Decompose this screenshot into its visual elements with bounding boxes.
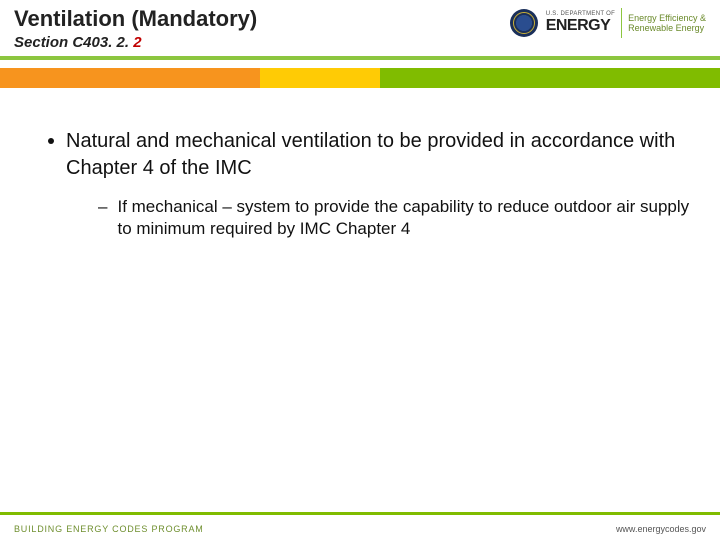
bullet-level1: Natural and mechanical ventilation to be… — [30, 128, 690, 182]
slide-footer: BUILDING ENERGY CODES PROGRAM www.energy… — [0, 512, 720, 540]
doe-logo-block: U.S. DEPARTMENT OF ENERGY Energy Efficie… — [510, 8, 706, 38]
section-prefix: Section C403. 2. — [14, 34, 133, 51]
accent-bar-orange — [0, 68, 260, 88]
footer-divider — [0, 512, 720, 515]
bullet-level2-text: If mechanical – system to provide the ca… — [117, 196, 690, 240]
doe-wordmark: U.S. DEPARTMENT OF ENERGY Energy Efficie… — [546, 8, 706, 38]
bullet-dot-icon — [48, 138, 54, 144]
doe-text-stack: U.S. DEPARTMENT OF ENERGY — [546, 11, 615, 35]
bullet-level2: – If mechanical – system to provide the … — [98, 196, 690, 240]
eere-divider — [621, 8, 622, 38]
slide-body: Natural and mechanical ventilation to be… — [0, 88, 720, 240]
accent-bar-gold — [260, 68, 380, 88]
footer-program-name: BUILDING ENERGY CODES PROGRAM — [14, 524, 204, 534]
doe-energy-word: ENERGY — [546, 17, 615, 35]
slide: Ventilation (Mandatory) Section C403. 2.… — [0, 0, 720, 540]
footer-url: www.energycodes.gov — [616, 524, 706, 534]
header-underline — [0, 56, 720, 60]
bullet-level1-text: Natural and mechanical ventilation to be… — [66, 128, 690, 182]
section-suffix-highlight: 2 — [133, 34, 141, 51]
doe-seal-icon — [510, 9, 538, 37]
accent-bar — [0, 68, 720, 88]
slide-header: Ventilation (Mandatory) Section C403. 2.… — [0, 0, 720, 68]
eere-text: Energy Efficiency & Renewable Energy — [628, 13, 706, 34]
eere-line1: Energy Efficiency & — [628, 13, 706, 23]
bullet-dash-icon: – — [98, 196, 107, 240]
eere-line2: Renewable Energy — [628, 23, 706, 33]
